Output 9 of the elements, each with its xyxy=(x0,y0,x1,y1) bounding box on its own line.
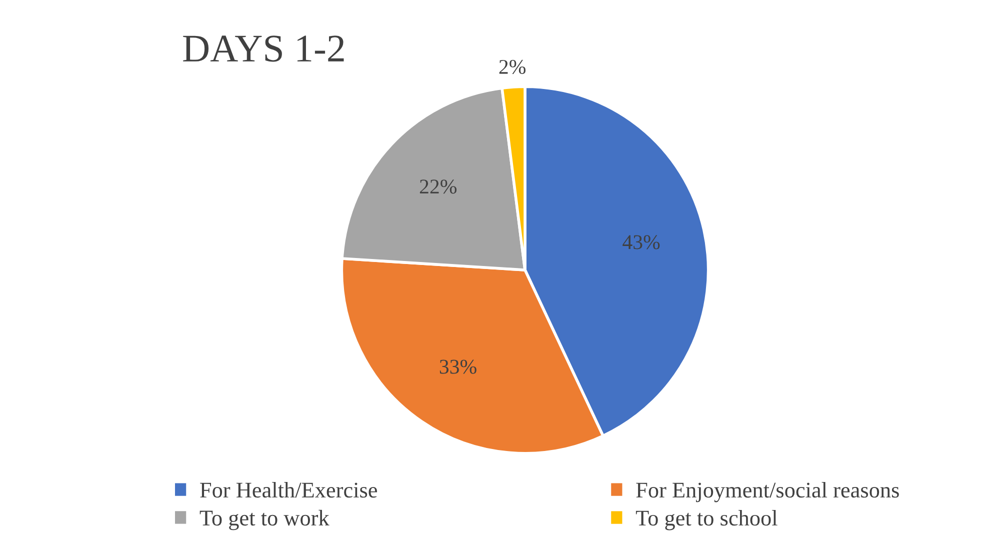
legend-label: For Health/Exercise xyxy=(200,482,378,498)
legend-label: To get to work xyxy=(200,510,330,530)
data-label: 22% xyxy=(420,180,457,194)
chart-title: DAYS 1-2 xyxy=(183,36,344,62)
legend-label: To get to school xyxy=(636,510,778,530)
data-label: 2% xyxy=(499,60,526,74)
data-label: 33% xyxy=(440,360,476,374)
legend-label: For Enjoyment/social reasons xyxy=(636,482,899,502)
data-label: 43% xyxy=(622,235,660,250)
